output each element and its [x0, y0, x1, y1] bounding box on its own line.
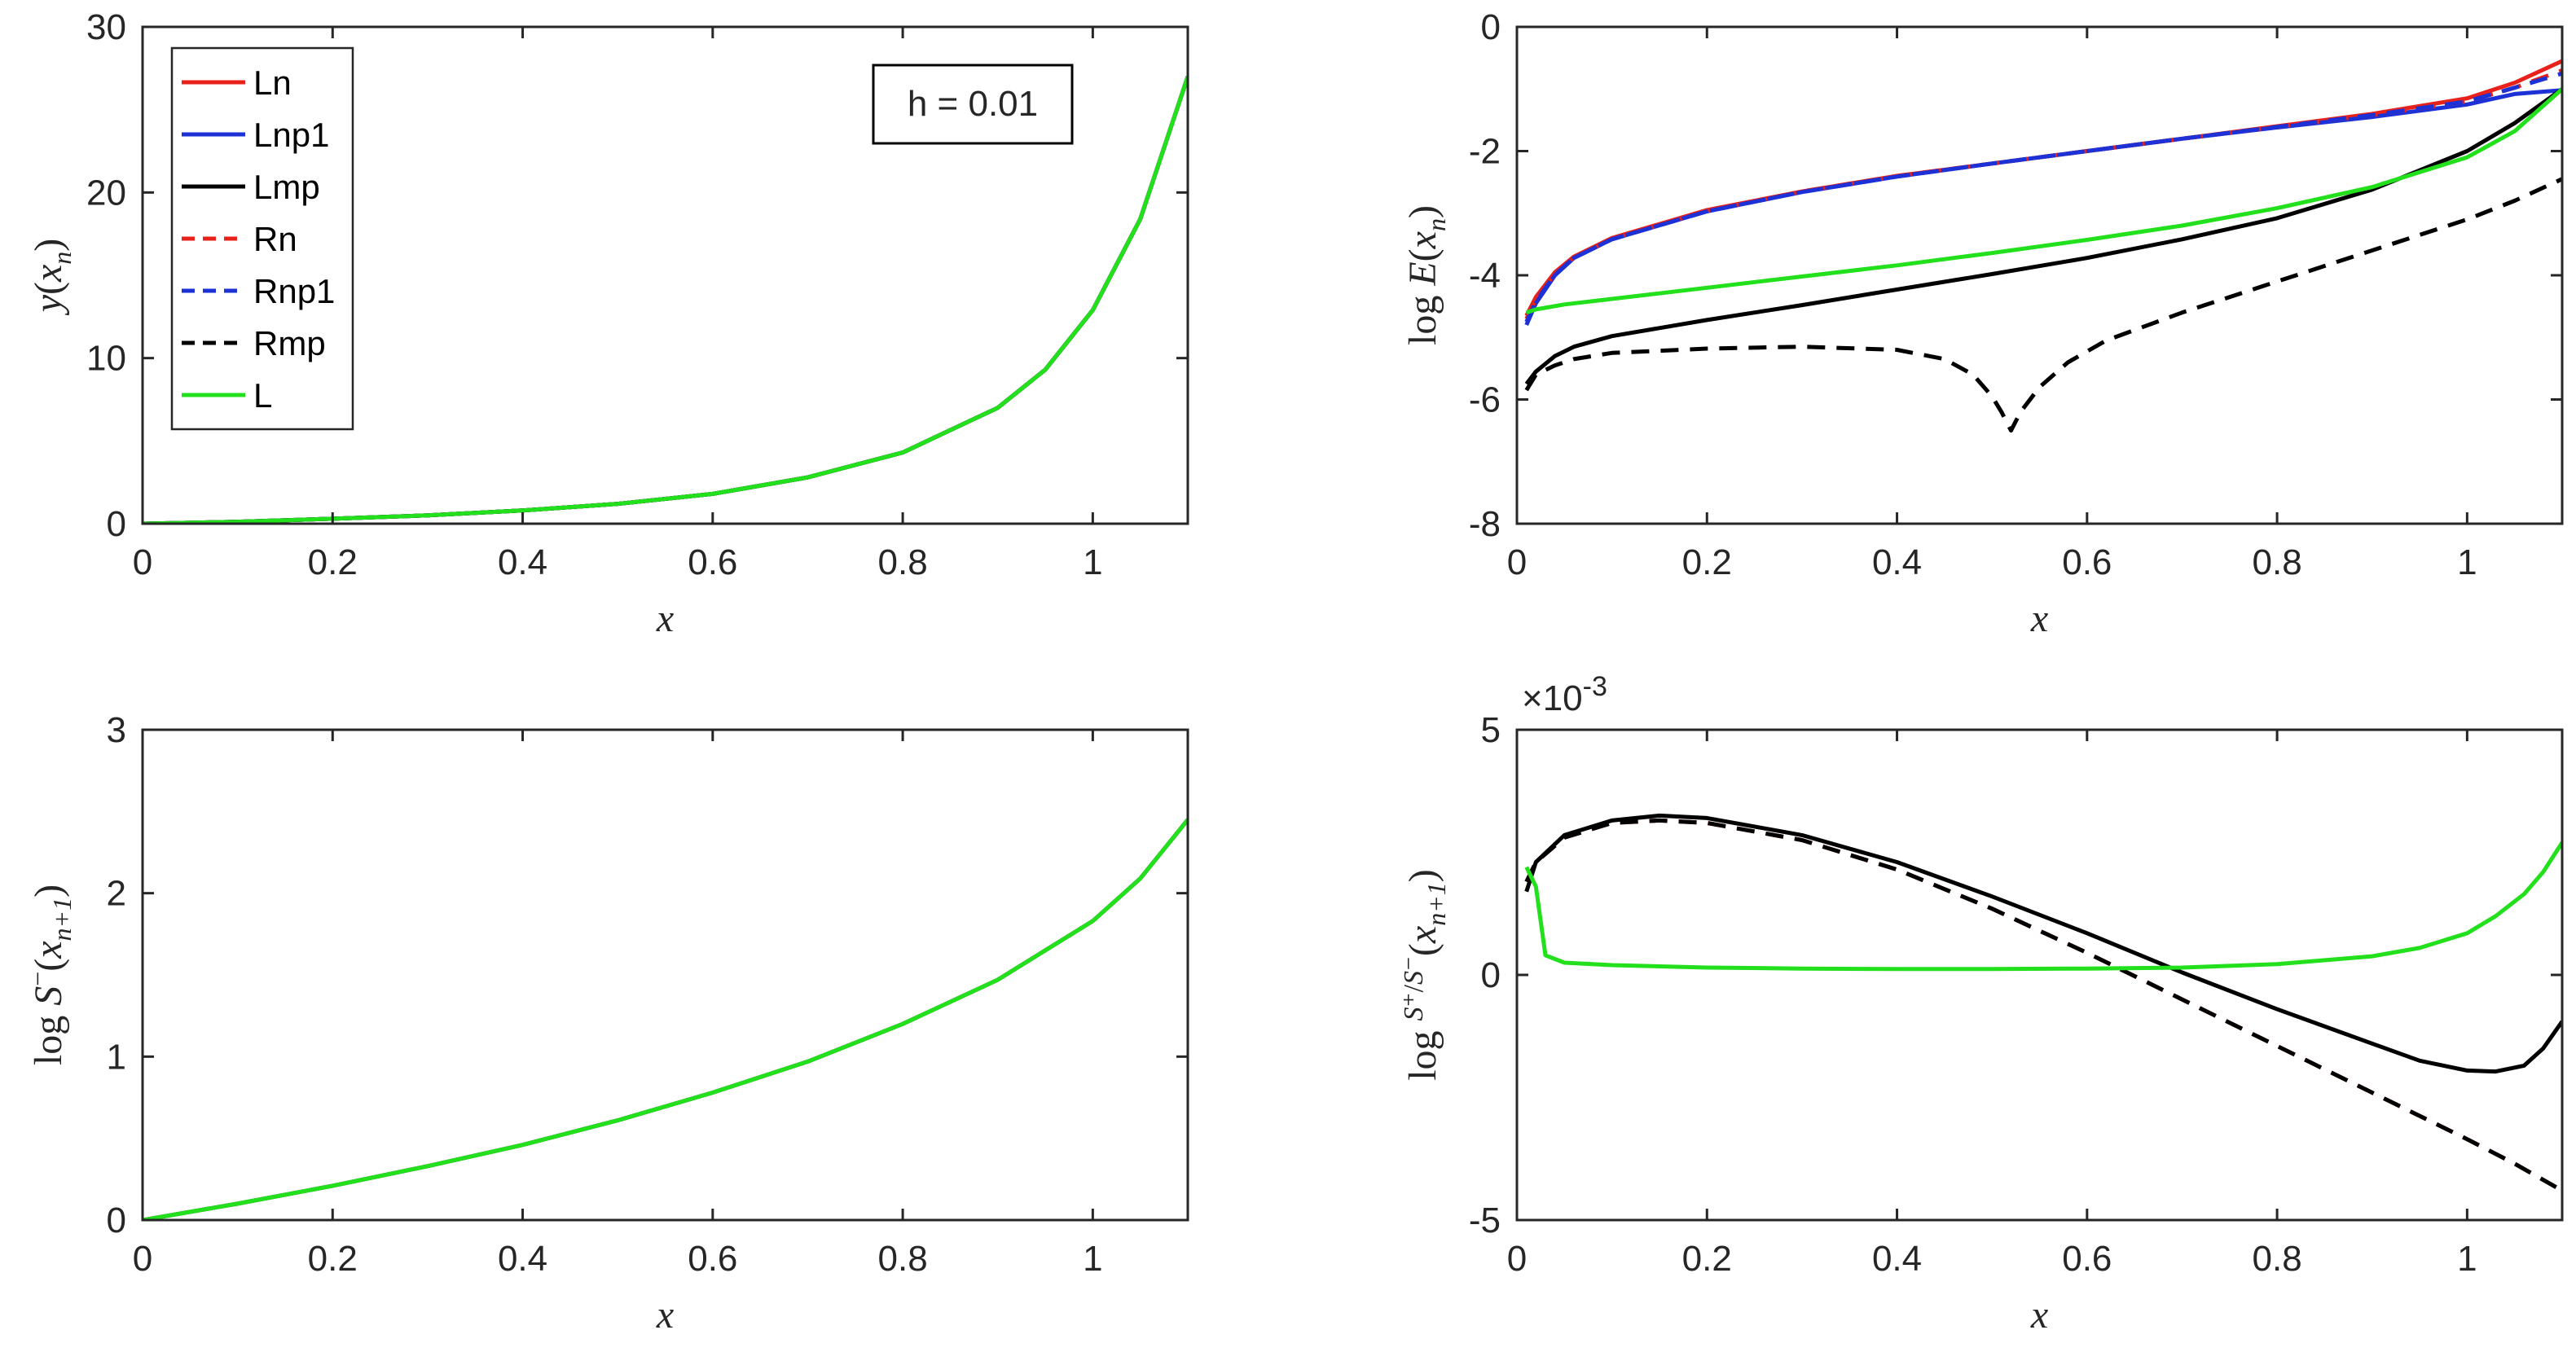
y-axis-label: log E(xn) [1401, 205, 1451, 345]
legend-label: L [253, 376, 272, 415]
x-tick-label: 1 [1083, 1239, 1102, 1279]
panel-log-s-minus: 0 0.2 0.4 0.6 0.8 1 0 1 2 3 x log S−(xn+1) [23, 710, 1189, 1337]
y-tick-label: -8 [1469, 504, 1501, 544]
x-tick-label: 0.8 [878, 542, 928, 582]
x-tick-label: 0.6 [2062, 542, 2112, 582]
y-axis-label: log S−(xn+1) [23, 885, 77, 1065]
legend-box [170, 46, 354, 431]
y-tick-label: 0 [107, 504, 126, 544]
y-tick-label: -2 [1469, 132, 1501, 172]
x-tick-label: 0 [1507, 542, 1527, 582]
series-line-lmp [1524, 813, 2562, 1074]
plot-area [1517, 27, 2562, 524]
y-axis-label: y(xn) [27, 239, 77, 317]
y-tick-label: -6 [1469, 380, 1501, 420]
x-tick-label: 0.4 [1872, 542, 1922, 582]
y-axis-label: log S⁺/S⁻(xn+1) [1399, 869, 1451, 1081]
axes-box [141, 25, 1189, 525]
x-tick-label: 0.6 [688, 1239, 737, 1279]
x-tick-label: 0.2 [1682, 542, 1732, 582]
legend-label: Rmp [253, 324, 326, 362]
annotation-text: h = 0.01 [908, 84, 1038, 124]
series-group [143, 818, 1188, 1220]
x-tick-label: 0.8 [2253, 542, 2302, 582]
x-axis-label: x [656, 1293, 674, 1337]
x-tick-label: 0 [1507, 1239, 1527, 1279]
x-tick-label: 0.4 [1872, 1239, 1922, 1279]
axes-box [141, 728, 1189, 1222]
legend-label: Ln [253, 64, 292, 102]
series-line-l [143, 818, 1188, 1220]
y-tick-label: 5 [1481, 710, 1501, 750]
x-tick-label: 0.6 [2062, 1239, 2112, 1279]
legend: Ln Lnp1 Lmp Rn Rnp1 Rmp L [170, 46, 354, 431]
series-line-l [1524, 841, 2562, 972]
plot-area [1517, 730, 2562, 1220]
legend-label: Lmp [253, 168, 320, 206]
series-group [1524, 59, 2562, 433]
x-tick-label: 0.6 [688, 542, 737, 582]
series-line-rnp1 [1524, 71, 2562, 323]
x-tick-label: 1 [2457, 1239, 2477, 1279]
plot-area [143, 730, 1188, 1220]
x-tick-label: 0.4 [498, 542, 547, 582]
y-tick-label: 20 [86, 173, 126, 213]
y-tick-label: 1 [107, 1037, 126, 1077]
x-axis-label: x [656, 597, 674, 640]
x-tick-label: 1 [2457, 542, 2477, 582]
y-tick-label: 10 [86, 339, 126, 379]
x-tick-label: 0.8 [878, 1239, 928, 1279]
annotation-box: h = 0.01 [872, 64, 1074, 145]
y-tick-label: 0 [1481, 7, 1501, 47]
x-tick-label: 0 [133, 1239, 152, 1279]
legend-label: Rn [253, 220, 297, 258]
x-tick-label: 0 [133, 542, 152, 582]
x-tick-label: 0.2 [1682, 1239, 1732, 1279]
legend-label: Rnp1 [253, 272, 335, 310]
x-tick-label: 0.2 [308, 1239, 358, 1279]
y-tick-label: 2 [107, 874, 126, 914]
x-tick-label: 0.4 [498, 1239, 547, 1279]
x-tick-label: 0.2 [308, 542, 358, 582]
y-tick-label: 3 [107, 710, 126, 750]
x-axis-label: x [2030, 1293, 2048, 1337]
series-line-l [1525, 87, 2562, 315]
x-tick-label: 1 [1083, 542, 1102, 582]
series-group [1524, 813, 2562, 1193]
legend-label: Lnp1 [253, 116, 329, 154]
y-tick-label: 0 [1481, 955, 1501, 995]
y-tick-label: 30 [86, 7, 126, 47]
y-tick-label: -4 [1469, 256, 1501, 296]
series-group [143, 76, 1188, 524]
series-line-l [143, 76, 1188, 524]
y-tick-label: 0 [107, 1201, 126, 1240]
series-line-rmp [1524, 818, 2562, 1193]
x-axis-label: x [2030, 597, 2048, 640]
x-tick-label: 0.8 [2253, 1239, 2302, 1279]
series-line-rmp [1524, 177, 2562, 433]
y-tick-label: -5 [1469, 1201, 1501, 1240]
axis-exponent-label: ×10-3 [1522, 671, 1607, 718]
panel-log-error: 0 0.2 0.4 0.6 0.8 1 -8 -6 -4 -2 0 x log E(xn) [1401, 7, 2564, 640]
